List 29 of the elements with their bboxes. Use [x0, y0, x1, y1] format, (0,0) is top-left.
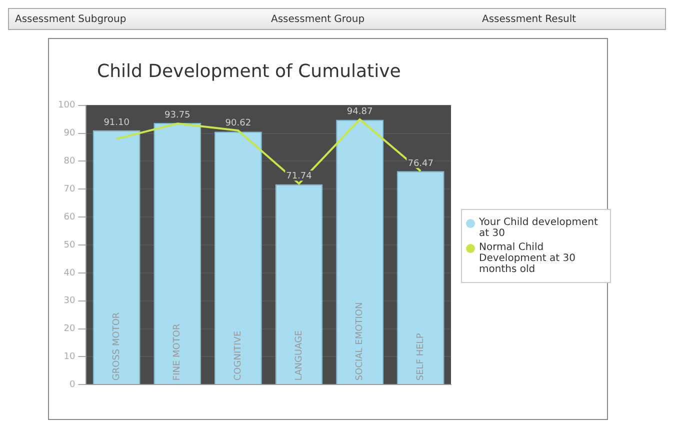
data-label: 91.10	[104, 118, 130, 128]
x-tick-label: FINE MOTOR	[172, 324, 183, 381]
chart-title: Child Development of Cumulative	[97, 61, 401, 82]
y-tick-label: 70	[64, 184, 76, 195]
data-label: 93.75	[164, 110, 190, 121]
y-tick-label: 0	[69, 380, 76, 390]
data-label: 71.74	[286, 171, 312, 182]
x-tick-label: SOCIAL EMOTION	[355, 302, 366, 381]
y-tick-label: 40	[64, 268, 76, 278]
y-tick-label: 80	[64, 156, 76, 167]
y-tick-label: 100	[58, 100, 76, 111]
y-tick-label: 30	[64, 296, 76, 306]
data-label: 76.47	[408, 158, 434, 169]
y-tick-label: 50	[64, 240, 76, 250]
x-tick-label: COGNITIVE	[234, 330, 244, 381]
x-tick-label: SELF HELP	[416, 332, 426, 381]
x-tick-label: LANGUAGE	[294, 330, 304, 381]
text: Assessment Subgroup	[14, 14, 128, 24]
y-tick-label: 10	[64, 352, 76, 362]
x-tick-label: GROSS MOTOR	[112, 312, 122, 381]
text: Assessment Group	[270, 14, 366, 24]
legend-label: Normal Child Development at 30 months old	[479, 242, 576, 275]
data-label: 94.87	[346, 107, 373, 118]
text: Assessment Result	[481, 14, 578, 24]
data-label: 90.62	[225, 118, 252, 128]
legend-label: Your Child development at 30	[479, 217, 599, 239]
y-tick-label: 20	[64, 324, 76, 334]
y-tick-label: 90	[64, 128, 76, 139]
y-tick-label: 60	[64, 212, 76, 222]
